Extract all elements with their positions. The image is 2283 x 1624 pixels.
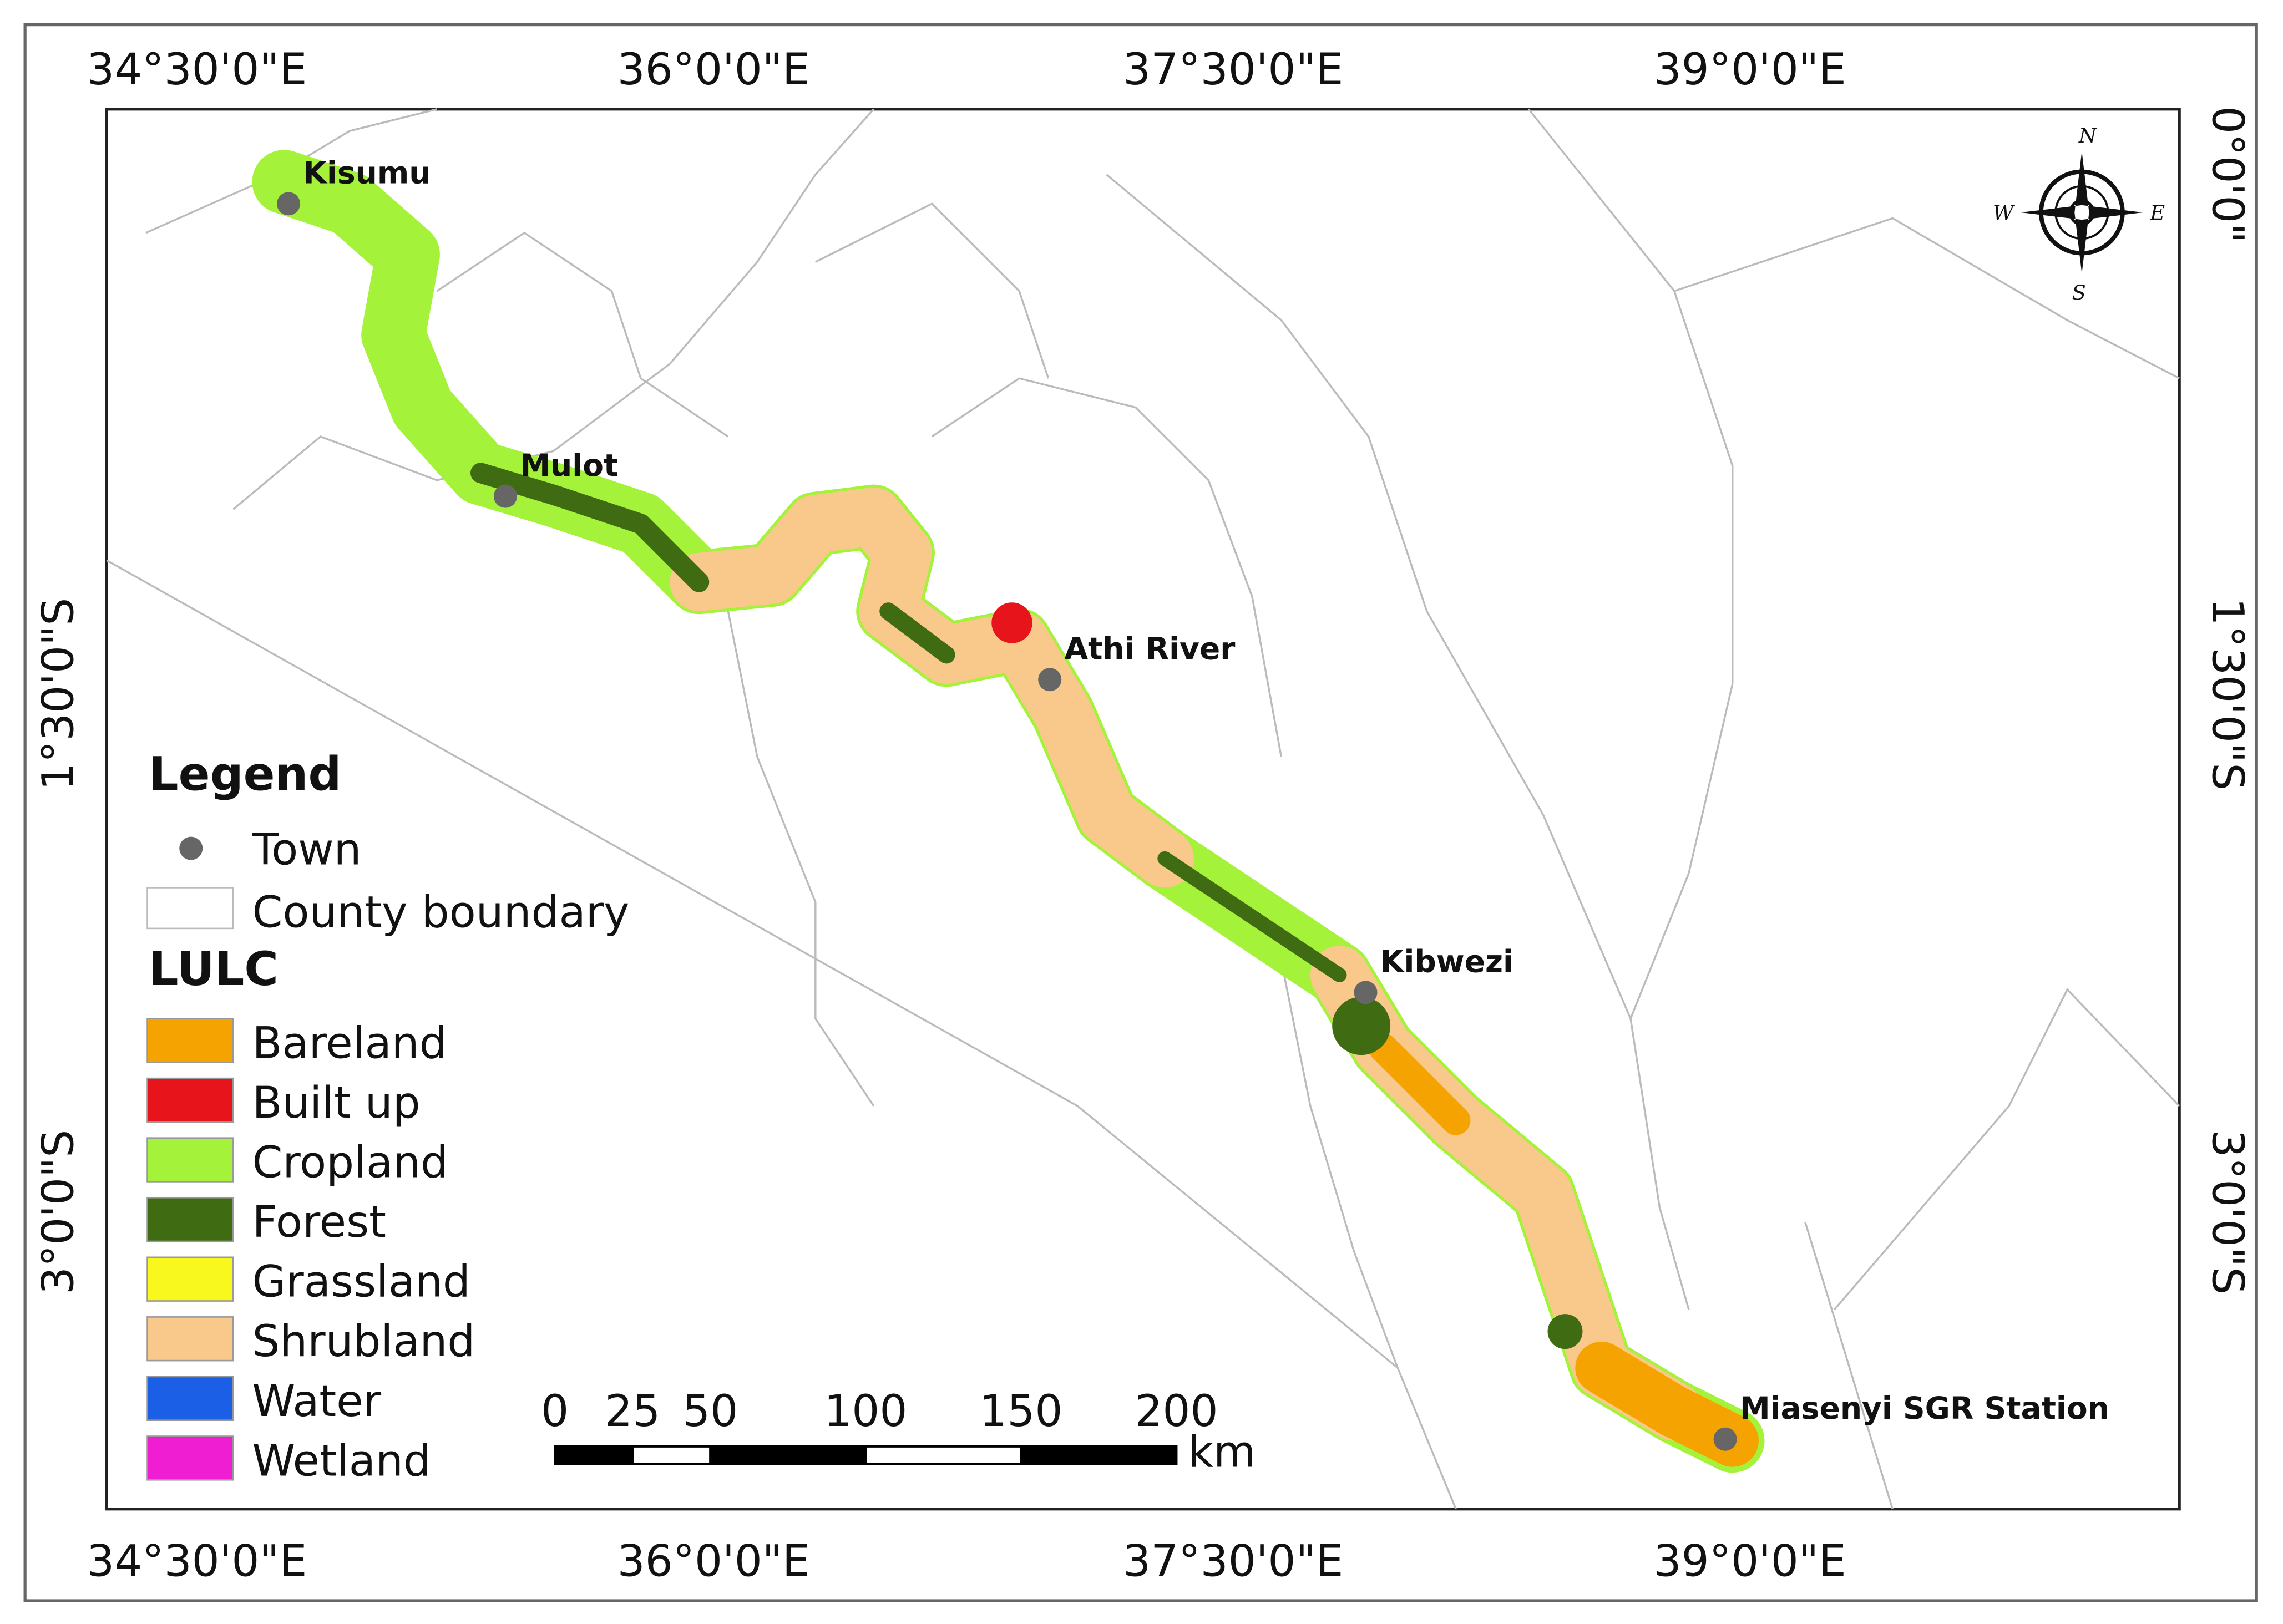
top-coord-label: 37°30'0"E (1123, 44, 1343, 95)
scale-segment (554, 1445, 634, 1465)
legend-swatch (146, 1018, 234, 1063)
town-marker (1354, 981, 1378, 1004)
corridor-segment (1157, 851, 1347, 982)
coordinate-labels: 34°30'0"E 36°0'0"E 37°30'0"E 39°0'0"E 34°30'… (33, 44, 2254, 1586)
top-coord-label: 39°0'0"E (1654, 44, 1846, 95)
right-coord-label: 0°0'0" (2203, 106, 2254, 243)
legend: Legend Town County boundary LULC Barelan… (146, 747, 630, 1486)
top-coord-label: 34°30'0"E (87, 44, 307, 95)
scale-label: 0 (541, 1386, 569, 1437)
corridor-segment (1575, 1342, 1759, 1467)
corridor-patch (1332, 997, 1391, 1055)
left-coord-label: 3°0'0"S (33, 1130, 84, 1295)
legend-swatch (146, 1256, 234, 1302)
towns: Kisumu Mulot Athi River Kibwezi Miasenyi SGR… (277, 155, 2109, 1451)
scale-segment (709, 1445, 867, 1465)
legend-county: County boundary (252, 886, 629, 937)
corridor (252, 150, 1765, 1473)
corridor-segment (470, 463, 710, 592)
legend-swatch (146, 1435, 234, 1481)
right-coord-label: 1°30'0"S (2203, 598, 2254, 790)
compass-w: W (1993, 201, 2016, 225)
town-label: Kisumu (303, 155, 431, 191)
scale-label: 25 (605, 1386, 660, 1437)
legend-county-symbol (146, 887, 234, 930)
legend-label: Forest (252, 1196, 386, 1247)
town-label: Kibwezi (1380, 944, 1513, 980)
bottom-coord-label: 39°0'0"E (1654, 1535, 1846, 1586)
legend-swatch (146, 1316, 234, 1362)
legend-label: Bareland (252, 1017, 447, 1068)
bottom-coord-label: 37°30'0"E (1123, 1535, 1343, 1586)
legend-title: Legend (149, 747, 341, 801)
town-marker (493, 484, 517, 508)
compass-e: E (2149, 201, 2165, 225)
town-marker (1038, 668, 1062, 692)
legend-label: Built up (252, 1077, 420, 1128)
top-coord-label: 36°0'0"E (617, 44, 810, 95)
legend-town-symbol (179, 836, 203, 860)
lulc-legend: Bareland Built up Cropland Forest Grassland S… (146, 1017, 475, 1486)
left-coord-label: 1°30'0"S (33, 598, 84, 790)
legend-label: Wetland (252, 1435, 431, 1486)
town-marker (1713, 1427, 1737, 1451)
legend-label: Grassland (252, 1256, 470, 1307)
right-coord-label: 3°0'0"S (2203, 1130, 2254, 1295)
legend-label: Shrubland (252, 1316, 475, 1367)
scale-label: 50 (682, 1386, 738, 1437)
town-label: Miasenyi SGR Station (1740, 1390, 2109, 1426)
bottom-coord-label: 36°0'0"E (617, 1535, 810, 1586)
legend-label: Cropland (252, 1137, 448, 1188)
corridor-segment (1368, 1033, 1471, 1135)
legend-swatch (146, 1196, 234, 1242)
legend-lulc-title: LULC (149, 942, 279, 996)
legend-swatch (146, 1376, 234, 1421)
legend-swatch (146, 1077, 234, 1123)
scale-segment (864, 1445, 1022, 1465)
scale-label: 200 (1135, 1386, 1218, 1437)
town-marker (277, 192, 301, 216)
town-label: Athi River (1064, 631, 1235, 667)
bottom-coord-label: 34°30'0"E (87, 1535, 307, 1586)
scale-unit: km (1188, 1427, 1256, 1478)
compass-s: S (2072, 281, 2086, 304)
scale-segment (1020, 1445, 1178, 1465)
legend-town: Town (251, 824, 361, 875)
scale-label: 100 (824, 1386, 907, 1437)
scale-label: 150 (979, 1386, 1062, 1437)
legend-label: Water (252, 1376, 381, 1427)
corridor-patch (991, 602, 1032, 643)
corridor-segment (879, 602, 955, 664)
compass-rose: N E S W (1993, 124, 2165, 304)
scale-segment (631, 1445, 712, 1465)
county-boundaries (106, 108, 2180, 1510)
corridor-patch (1547, 1314, 1583, 1349)
town-label: Mulot (520, 448, 618, 483)
compass-n: N (2078, 124, 2098, 148)
legend-swatch (146, 1137, 234, 1183)
